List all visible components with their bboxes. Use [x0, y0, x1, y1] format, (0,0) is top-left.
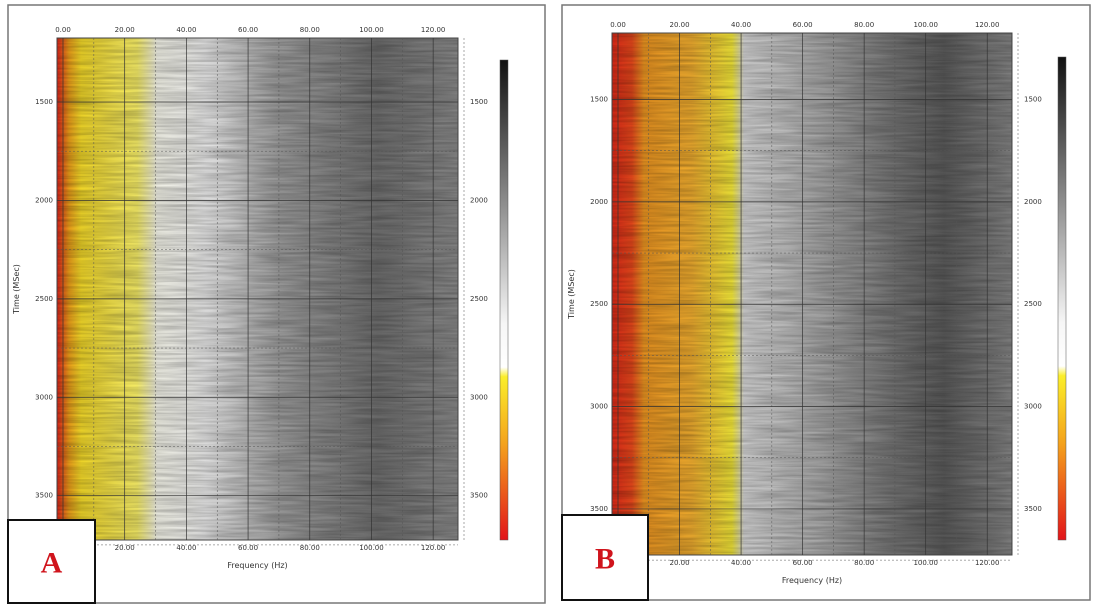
y-tick-label: 2000 [470, 196, 488, 204]
x-tick-label: 60.00 [793, 21, 813, 29]
x-tick-label: 40.00 [176, 26, 196, 34]
x-tick-label: 20.00 [115, 544, 135, 552]
x-axis-label: Frequency (Hz) [227, 561, 287, 570]
x-tick-label: 0.00 [610, 21, 626, 29]
y-tick-label: 1500 [470, 98, 488, 106]
plot-border [56, 37, 459, 541]
y-tick-label: 1500 [35, 98, 53, 106]
x-tick-label: 120.00 [421, 544, 446, 552]
colorbar [1057, 56, 1067, 541]
x-tick-label: 100.00 [359, 544, 384, 552]
x-tick-label: 100.00 [913, 559, 938, 567]
y-tick-label: 3500 [1024, 505, 1042, 513]
colorbar [499, 59, 509, 541]
y-tick-label: 3000 [35, 393, 53, 401]
y-tick-label: 2000 [1024, 198, 1042, 206]
x-tick-label: 60.00 [238, 26, 258, 34]
x-tick-label: 80.00 [854, 559, 874, 567]
panel-label: B [595, 543, 615, 576]
x-tick-label: 40.00 [731, 559, 751, 567]
y-tick-label: 3000 [1024, 403, 1042, 411]
x-tick-label: 120.00 [421, 26, 446, 34]
y-tick-label: 3000 [590, 403, 608, 411]
y-axis-label: Time (MSec) [12, 264, 21, 315]
x-tick-label: 60.00 [238, 544, 258, 552]
y-tick-label: 2500 [590, 300, 608, 308]
x-tick-label: 20.00 [670, 21, 690, 29]
x-tick-label: 80.00 [300, 544, 320, 552]
x-tick-label: 20.00 [670, 559, 690, 567]
plot-border [611, 32, 1013, 556]
spectrogram-texture [612, 33, 1012, 555]
x-tick-label: 0.00 [55, 26, 71, 34]
x-tick-label: 80.00 [300, 26, 320, 34]
label-box [561, 514, 649, 601]
x-tick-label: 40.00 [731, 21, 751, 29]
x-tick-label: 120.00 [975, 21, 1000, 29]
x-tick-label: 40.00 [176, 544, 196, 552]
y-axis-label: Time (MSec) [567, 269, 576, 320]
y-tick-label: 3500 [590, 505, 608, 513]
x-tick-label: 100.00 [359, 26, 384, 34]
y-tick-label: 3000 [470, 393, 488, 401]
y-tick-label: 2000 [35, 196, 53, 204]
y-tick-label: 1500 [1024, 96, 1042, 104]
y-tick-label: 2500 [1024, 300, 1042, 308]
x-tick-label: 120.00 [975, 559, 1000, 567]
y-tick-label: 2500 [470, 295, 488, 303]
x-tick-label: 80.00 [854, 21, 874, 29]
y-tick-label: 3500 [470, 492, 488, 500]
x-tick-label: 60.00 [793, 559, 813, 567]
panel-label: A [41, 547, 63, 580]
x-tick-label: 20.00 [115, 26, 135, 34]
label-box [7, 519, 96, 604]
y-tick-label: 2000 [590, 198, 608, 206]
y-tick-label: 1500 [590, 96, 608, 104]
x-tick-label: 100.00 [913, 21, 938, 29]
spectrogram-texture [57, 38, 458, 540]
x-axis-label: Frequency (Hz) [782, 576, 842, 585]
y-tick-label: 2500 [35, 295, 53, 303]
y-tick-label: 3500 [35, 492, 53, 500]
